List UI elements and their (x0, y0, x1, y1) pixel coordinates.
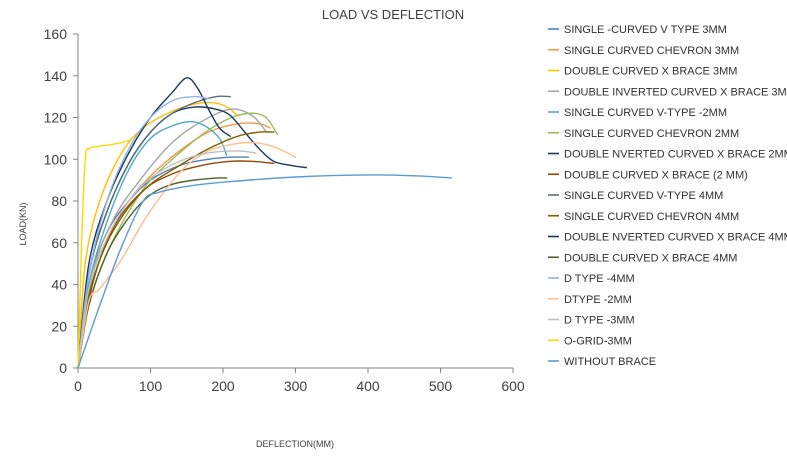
legend-item: D TYPE -4MM (548, 273, 635, 285)
x-tick-label: 500 (429, 378, 453, 394)
x-axis-label: DEFLECTION(MM) (256, 439, 334, 449)
legend-item: SINGLE CURVED CHEVRON 4MM (548, 211, 739, 223)
y-tick-label: 40 (51, 277, 67, 293)
legend-item: WITHOUT BRACE (548, 356, 656, 368)
series-line-16 (77, 139, 130, 369)
legend: SINGLE -CURVED V TYPE 3MM SINGLE CURVED C… (548, 24, 787, 368)
y-tick-label: 20 (51, 318, 67, 334)
legend-item: DOUBLE INVERTED CURVED X BRACE 3MM (548, 86, 787, 98)
legend-label: WITHOUT BRACE (564, 356, 656, 368)
legend-label: SINGLE CURVED CHEVRON 3MM (564, 45, 739, 57)
legend-item: SINGLE CURVED V-TYPE 4MM (548, 190, 723, 202)
legend-item: DOUBLE CURVED X BRACE 3MM (548, 66, 737, 78)
series-line-15 (77, 150, 257, 369)
series-line-11 (77, 77, 231, 369)
legend-item: DOUBLE NVERTED CURVED X BRACE 2MM (548, 149, 787, 161)
legend-label: SINGLE CURVED CHEVRON 4MM (564, 211, 739, 223)
series-line-17 (77, 174, 453, 369)
legend-label: SINGLE CURVED V-TYPE -2MM (564, 107, 727, 119)
legend-item: SINGLE CURVED CHEVRON 3MM (548, 45, 739, 57)
legend-label: DOUBLE CURVED X BRACE 4MM (564, 252, 737, 264)
x-tick-label: 400 (356, 378, 380, 394)
series-line-9 (77, 95, 231, 369)
legend-label: SINGLE CURVED V-TYPE 4MM (564, 190, 723, 202)
legend-label: DOUBLE NVERTED CURVED X BRACE 4MM (564, 232, 787, 244)
y-tick-label: 160 (44, 26, 68, 42)
legend-item: DOUBLE CURVED X BRACE (2 MM) (548, 169, 748, 181)
y-tick-label: 100 (44, 151, 68, 167)
y-tick-label: 120 (44, 110, 68, 126)
series-line-12 (77, 177, 228, 369)
series-line-10 (77, 131, 275, 369)
legend-label: DOUBLE CURVED X BRACE (2 MM) (564, 169, 748, 181)
series-line-8 (77, 160, 275, 369)
x-tick-label: 100 (139, 378, 163, 394)
legend-item: O-GRID-3MM (548, 335, 632, 347)
legend-label: DOUBLE NVERTED CURVED X BRACE 2MM (564, 149, 787, 161)
legend-label: D TYPE -4MM (564, 273, 635, 285)
series-line-2 (77, 122, 271, 369)
legend-item: DOUBLE CURVED X BRACE 4MM (548, 252, 737, 264)
legend-label: DOUBLE CURVED X BRACE 3MM (564, 66, 737, 78)
series-line-5 (77, 120, 228, 369)
y-axis-label: LOAD(KN) (18, 202, 28, 245)
y-tick-label: 60 (51, 235, 67, 251)
legend-label: O-GRID-3MM (564, 335, 632, 347)
x-tick-label: 300 (284, 378, 308, 394)
legend-item: SINGLE CURVED V-TYPE -2MM (548, 107, 727, 119)
x-tick-label: 600 (501, 378, 525, 394)
legend-label: DOUBLE INVERTED CURVED X BRACE 3MM (564, 86, 787, 98)
legend-item: SINGLE -CURVED V TYPE 3MM (548, 24, 727, 36)
chart-title: LOAD VS DEFLECTION (322, 7, 464, 22)
legend-item: DTYPE -2MM (548, 294, 632, 306)
legend-item: D TYPE -3MM (548, 315, 635, 327)
legend-label: SINGLE -CURVED V TYPE 3MM (564, 24, 727, 36)
series-line-13 (77, 95, 210, 369)
series-line-4 (77, 108, 268, 369)
series-lines (77, 77, 453, 369)
y-tick-label: 80 (51, 193, 67, 209)
legend-item: DOUBLE NVERTED CURVED X BRACE 4MM (548, 232, 787, 244)
legend-item: SINGLE CURVED CHEVRON 2MM (548, 128, 739, 140)
series-line-14 (77, 141, 297, 369)
legend-label: D TYPE -3MM (564, 315, 635, 327)
y-tick-label: 0 (59, 360, 67, 376)
legend-label: DTYPE -2MM (564, 294, 632, 306)
axes: 0 100 200 300 400 500 600 0 20 40 60 80 100 120 140 160 (44, 26, 525, 394)
x-tick-label: 0 (74, 378, 82, 394)
y-tick-label: 140 (44, 68, 68, 84)
legend-label: SINGLE CURVED CHEVRON 2MM (564, 128, 739, 140)
x-tick-label: 200 (211, 378, 235, 394)
